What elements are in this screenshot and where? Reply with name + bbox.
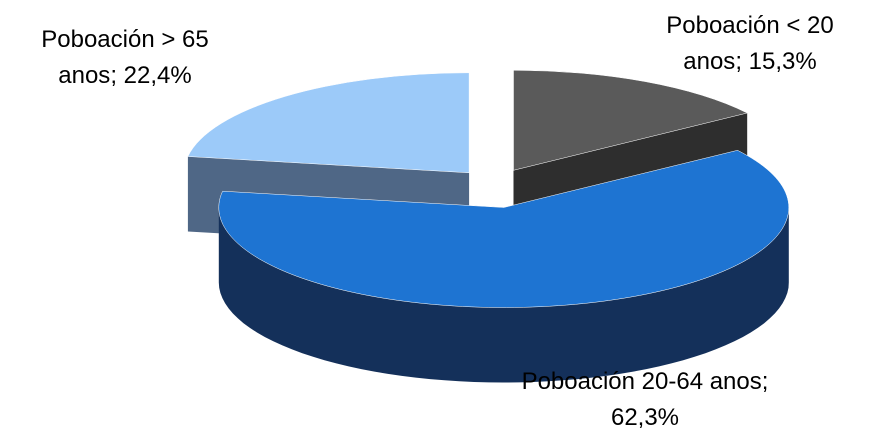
category-label: Poboación > 65 anos <box>41 26 209 89</box>
label-separator: ; <box>110 62 124 89</box>
value-label: 15,3% <box>748 48 817 75</box>
value-label: 62,3% <box>610 404 680 431</box>
slice-top <box>218 150 789 308</box>
slice-top <box>187 72 470 174</box>
label-separator: ; <box>735 48 749 75</box>
data-label: Poboación < 20 anos; 15,3% <box>640 8 860 80</box>
slice-top <box>513 70 748 171</box>
label-separator: ; <box>761 368 769 395</box>
slice-wall <box>218 207 789 383</box>
data-label: Poboación > 65 anos; 22,4% <box>10 22 240 94</box>
data-label: Poboación 20-64 anos; 62,3% <box>520 364 770 436</box>
value-label: 22,4% <box>123 62 192 89</box>
category-label: Poboación 20-64 anos <box>521 368 762 395</box>
category-label: Poboación < 20 anos <box>666 12 834 75</box>
